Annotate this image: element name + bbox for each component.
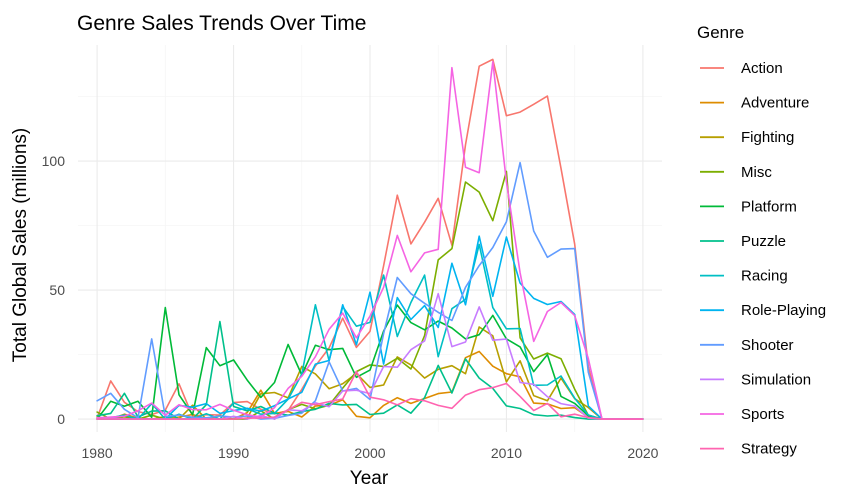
x-axis-title: Year [350, 468, 389, 489]
legend-items: Action Adventure Fighting Misc Platform Puzzl… [700, 60, 826, 458]
legend-label: Simulation [741, 371, 811, 388]
legend-item: Shooter [700, 337, 794, 354]
series-line-fighting [96, 326, 644, 420]
y-axis-ticks: 0 50 100 [42, 153, 66, 427]
x-tick-label: 2010 [491, 445, 522, 461]
series-line-shooter [96, 161, 644, 420]
legend-label: Adventure [741, 95, 809, 112]
x-tick-label: 2000 [354, 445, 385, 461]
legend-item: Role-Playing [700, 302, 826, 319]
legend-label: Racing [741, 268, 788, 285]
legend-item: Fighting [700, 129, 794, 146]
legend-label: Platform [741, 198, 797, 215]
series-line-strategy [96, 370, 644, 420]
series-line-sports [96, 60, 644, 420]
legend-item: Misc [700, 164, 772, 181]
y-tick-label: 100 [42, 153, 66, 169]
y-tick-label: 0 [57, 411, 65, 427]
legend-label: Strategy [741, 441, 797, 458]
series-line-adventure [96, 350, 644, 420]
x-tick-label: 1990 [218, 445, 249, 461]
legend-item: Platform [700, 198, 797, 215]
legend-item: Action [700, 60, 783, 77]
legend-item: Strategy [700, 441, 797, 458]
legend-item: Sports [700, 406, 784, 423]
legend-item: Puzzle [700, 233, 786, 250]
legend-label: Shooter [741, 337, 794, 354]
legend-label: Role-Playing [741, 302, 826, 319]
legend: Genre Action Adventure Fighting Misc Platfor… [697, 23, 826, 458]
legend-label: Sports [741, 406, 784, 423]
chart-title: Genre Sales Trends Over Time [77, 12, 366, 35]
series-line-role-playing [96, 235, 644, 420]
x-axis-ticks: 1980 1990 2000 2010 2020 [82, 445, 659, 461]
y-axis-title: Total Global Sales (millions) [10, 128, 31, 362]
x-tick-label: 2020 [627, 445, 658, 461]
x-tick-label: 1980 [82, 445, 113, 461]
legend-item: Racing [700, 268, 788, 285]
legend-item: Simulation [700, 371, 811, 388]
legend-item: Adventure [700, 95, 809, 112]
legend-label: Misc [741, 164, 772, 181]
legend-label: Action [741, 60, 783, 77]
series-line-racing [96, 243, 644, 420]
legend-label: Fighting [741, 129, 794, 146]
series-lines [96, 58, 644, 420]
gridlines [78, 45, 662, 432]
series-line-action [96, 58, 644, 420]
y-tick-label: 50 [49, 282, 65, 298]
legend-title: Genre [697, 23, 744, 42]
legend-label: Puzzle [741, 233, 786, 250]
